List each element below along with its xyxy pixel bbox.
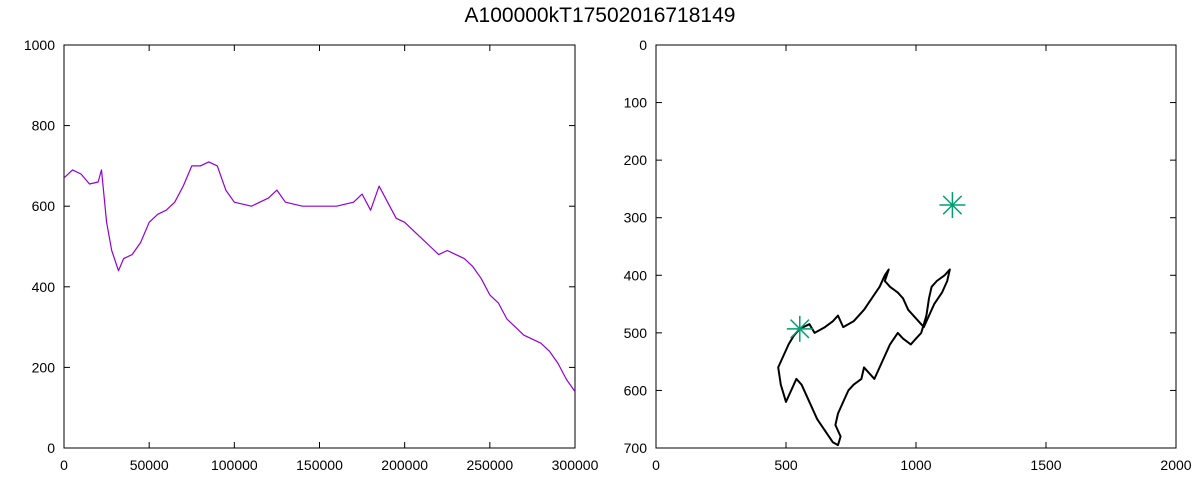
- y-tick-label: 600: [624, 382, 648, 398]
- y-tick-label: 800: [32, 118, 56, 134]
- x-tick-label: 2000: [1160, 457, 1191, 473]
- y-tick-label: 100: [624, 95, 648, 111]
- y-tick-label: 300: [624, 210, 648, 226]
- x-tick-label: 500: [774, 457, 798, 473]
- y-tick-label: 600: [32, 198, 56, 214]
- y-tick-label: 0: [47, 440, 55, 456]
- x-tick-label: 50000: [130, 457, 169, 473]
- y-tick-label: 200: [32, 359, 56, 375]
- plot-frame: [63, 44, 576, 449]
- left-chart: 0 50000 100000 150000 200000 250000 300000 0 200…: [24, 37, 599, 473]
- y-tick-label: 1000: [24, 37, 55, 53]
- x-tick-label: 1000: [900, 457, 931, 473]
- x-tick-label: 300000: [552, 457, 599, 473]
- asterisk-marker: [786, 315, 813, 342]
- y-tick-label: 700: [624, 440, 648, 456]
- y-tick-label: 200: [624, 152, 648, 168]
- y-tick-label: 400: [624, 267, 648, 283]
- x-tick-label: 1500: [1030, 457, 1061, 473]
- x-tick-label: 200000: [381, 457, 428, 473]
- y-tick-label: 500: [624, 325, 648, 341]
- asterisk-marker: [939, 192, 966, 219]
- x-tick-label: 150000: [296, 457, 343, 473]
- series-line: [777, 268, 951, 447]
- x-tick-label: 100000: [211, 457, 258, 473]
- y-tick-label: 400: [32, 279, 56, 295]
- x-tick-label: 0: [652, 457, 660, 473]
- plot-frame: [655, 44, 1177, 449]
- page-title: A100000kT17502016718149: [464, 4, 736, 27]
- y-tick-label: 0: [639, 37, 647, 53]
- x-tick-label: 250000: [466, 457, 513, 473]
- right-chart: 0 500 1000 1500 2000 0 100 200 300 400 500 600 700: [624, 37, 1192, 473]
- x-tick-label: 0: [60, 457, 68, 473]
- series-line: [64, 161, 575, 392]
